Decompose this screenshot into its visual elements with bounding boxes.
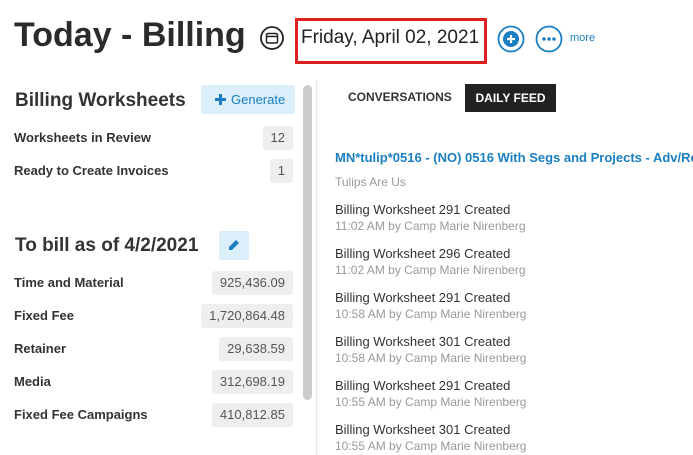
company: Tulips Are Us bbox=[335, 175, 406, 189]
date[interactable]: Friday, April 02, 2021 bbox=[301, 27, 480, 48]
row-value[interactable]: 1,720,864.48 bbox=[201, 304, 293, 328]
page-title: Today - Billing bbox=[14, 16, 246, 54]
row-label: Fixed Fee bbox=[14, 308, 74, 323]
row-label: Ready to Create Invoices bbox=[14, 163, 169, 178]
row-value[interactable]: 29,638.59 bbox=[219, 337, 293, 361]
more-button[interactable] bbox=[535, 25, 563, 53]
section-title: Billing Worksheets bbox=[15, 90, 186, 111]
feed-title: Billing Worksheet 301 Created bbox=[335, 334, 511, 349]
row-value[interactable]: 12 bbox=[262, 126, 293, 150]
feed-title: Billing Worksheet 296 Created bbox=[335, 246, 511, 261]
divider bbox=[316, 80, 317, 455]
row-value[interactable]: 410,812.85 bbox=[211, 403, 293, 427]
feed-meta: 10:58 AM by Camp Marie Nirenberg bbox=[335, 351, 527, 365]
generate-button[interactable]: Generate bbox=[201, 85, 295, 114]
tab-active[interactable]: DAILY FEED bbox=[465, 84, 556, 112]
feed-meta: 11:02 AM by Camp Marie Nirenberg bbox=[335, 219, 526, 233]
feed-title: Billing Worksheet 291 Created bbox=[335, 378, 511, 393]
feed-title: Billing Worksheet 291 Created bbox=[335, 202, 511, 217]
calendar-icon[interactable] bbox=[260, 26, 284, 50]
button-label: Generate bbox=[231, 92, 286, 107]
tab[interactable]: CONVERSATIONS bbox=[348, 90, 452, 104]
feed-title: Billing Worksheet 291 Created bbox=[335, 290, 511, 305]
feed-meta: 10:58 AM by Camp Marie Nirenberg bbox=[335, 307, 527, 321]
scrollbar[interactable] bbox=[303, 85, 312, 400]
row-value[interactable]: 1 bbox=[269, 159, 293, 183]
row-label: Media bbox=[14, 374, 51, 389]
add-button[interactable] bbox=[497, 25, 525, 53]
row-value[interactable]: 925,436.09 bbox=[211, 271, 293, 295]
feed-meta: 11:02 AM by Camp Marie Nirenberg bbox=[335, 263, 526, 277]
row-label: Fixed Fee Campaigns bbox=[14, 407, 148, 422]
row-value[interactable]: 312,698.19 bbox=[211, 370, 293, 394]
date-highlight bbox=[295, 18, 487, 64]
row-label: Time and Material bbox=[14, 275, 124, 290]
feed-meta: 10:55 AM by Camp Marie Nirenberg bbox=[335, 395, 527, 409]
row-label: Retainer bbox=[14, 341, 67, 356]
feed-title: Billing Worksheet 301 Created bbox=[335, 422, 511, 437]
more-link[interactable]: more bbox=[570, 32, 596, 44]
edit-button[interactable] bbox=[219, 231, 249, 260]
row-label: Worksheets in Review bbox=[14, 130, 152, 145]
section-title: To bill as of 4/2/2021 bbox=[15, 235, 199, 256]
feed-meta: 10:55 AM by Camp Marie Nirenberg bbox=[335, 439, 527, 453]
feed-link[interactable]: MN*tulip*0516 - (NO) 0516 With Segs and … bbox=[335, 150, 693, 165]
